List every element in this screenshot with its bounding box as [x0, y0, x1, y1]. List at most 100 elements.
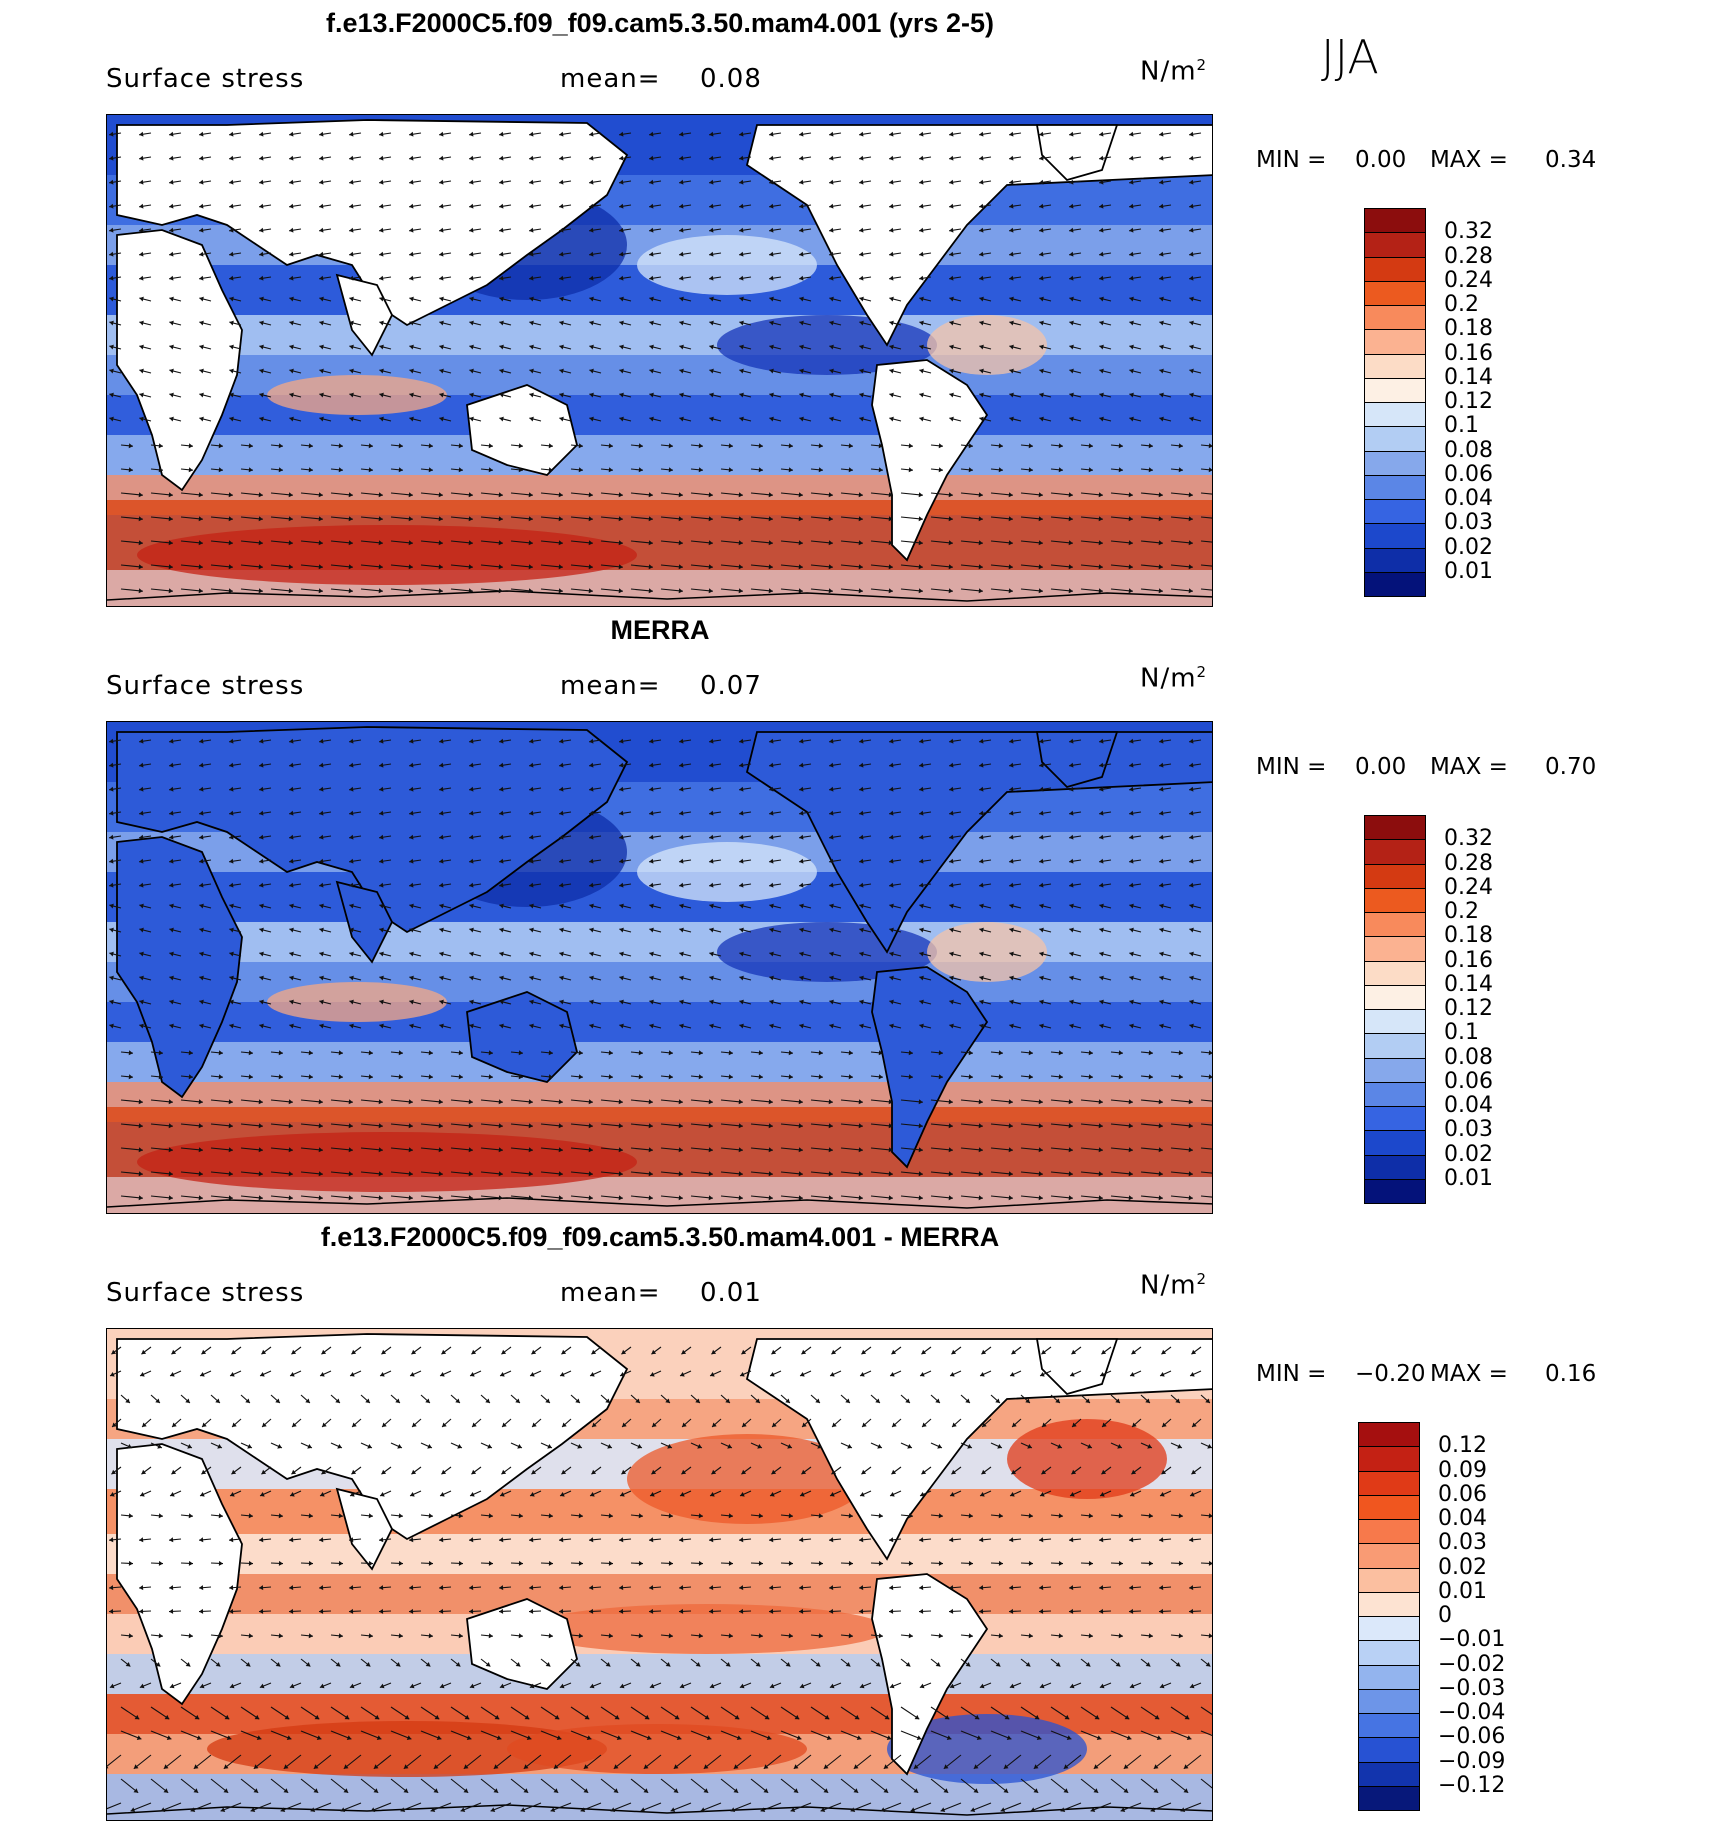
colorbar-swatch — [1358, 1616, 1420, 1642]
coastline — [116, 119, 629, 327]
colorbar-tick-label: 0.1 — [1444, 1020, 1479, 1046]
mean-value: 0.08 — [700, 64, 762, 94]
panel-title: f.e13.F2000C5.f09_f09.cam5.3.50.mam4.001… — [326, 8, 994, 38]
colorbar-swatch — [1358, 1640, 1420, 1666]
colorbar-tick-label: 0.02 — [1444, 1141, 1493, 1167]
min-value: 0.00 — [1355, 147, 1407, 173]
coastline — [1035, 124, 1119, 182]
colorbar-swatch — [1358, 1519, 1420, 1545]
coastline — [1035, 731, 1119, 789]
colorbar-swatch — [1364, 329, 1426, 355]
colorbar-swatch — [1364, 547, 1426, 573]
colorbar-tick-label: 0.28 — [1444, 243, 1493, 269]
colorbar-tick-label: 0.08 — [1444, 437, 1493, 463]
colorbar-swatch — [1364, 815, 1426, 841]
colorbar-tick-label: 0.24 — [1444, 874, 1493, 900]
colorbar-tick-label: −0.12 — [1438, 1772, 1506, 1798]
colorbar-swatch — [1364, 887, 1426, 913]
coastline — [335, 1487, 394, 1571]
coastline — [466, 991, 578, 1083]
map-field-svg — [107, 115, 1212, 606]
colorbar-swatch — [1364, 571, 1426, 597]
coastline — [745, 124, 1212, 347]
colorbar-tick-label: 0.32 — [1444, 826, 1493, 852]
colorbar-swatch — [1364, 1033, 1426, 1059]
colorbar-swatch — [1364, 984, 1426, 1010]
world-map — [106, 721, 1213, 1214]
colorbar-tick-label: −0.04 — [1438, 1700, 1506, 1725]
min-label: MIN = — [1256, 754, 1327, 780]
units-exponent: 2 — [1196, 663, 1208, 681]
colorbar-tick-label: 0.18 — [1444, 316, 1493, 342]
colorbar-tick-label: 0.12 — [1444, 996, 1493, 1021]
colorbar-tick-label: 0.03 — [1438, 1530, 1487, 1556]
colorbar-swatch — [1364, 426, 1426, 452]
units-label: N/m2 — [1140, 56, 1207, 87]
coastline — [116, 229, 243, 492]
colorbar-tick-label: 0.03 — [1444, 510, 1493, 536]
stress-vectors — [109, 738, 1212, 1201]
colorbar-tick-label: 0.06 — [1444, 1068, 1493, 1094]
colorbar-tick-label: 0.04 — [1444, 486, 1493, 511]
coastline — [116, 836, 243, 1099]
colorbar-tick-label: 0.06 — [1438, 1481, 1487, 1507]
colorbar-swatch — [1358, 1713, 1420, 1739]
colorbar-swatch — [1364, 450, 1426, 476]
max-label: MAX = — [1430, 1361, 1508, 1387]
colorbar-swatch — [1364, 1009, 1426, 1035]
colorbar-swatch — [1364, 960, 1426, 986]
colorbar-tick-label: 0.16 — [1444, 947, 1493, 973]
colorbar-tick-label: 0.04 — [1444, 1093, 1493, 1118]
coastline — [871, 359, 989, 562]
colorbar-swatch — [1364, 208, 1426, 234]
colorbar-tick-label: −0.02 — [1438, 1651, 1506, 1677]
colorbar-swatch — [1364, 305, 1426, 331]
colorbar-swatch — [1364, 1154, 1426, 1180]
colorbar-tick-label: −0.03 — [1438, 1675, 1506, 1701]
colorbar-swatch — [1364, 256, 1426, 282]
colorbar-swatch — [1358, 1470, 1420, 1496]
colorbar-swatch — [1364, 936, 1426, 962]
colorbar-tick-label: 0.09 — [1438, 1457, 1487, 1483]
mean-value: 0.01 — [700, 1278, 762, 1308]
panel-title: MERRA — [610, 615, 710, 645]
coastline — [335, 880, 394, 964]
panel-title: f.e13.F2000C5.f09_f09.cam5.3.50.mam4.001… — [320, 1222, 1000, 1252]
map-field-svg — [107, 1329, 1212, 1820]
world-map — [106, 1328, 1213, 1821]
mean-label: mean= — [560, 671, 661, 701]
max-value: 0.16 — [1545, 1361, 1597, 1387]
colorbar-swatch — [1364, 523, 1426, 549]
coastline — [1035, 1338, 1119, 1396]
colorbar-swatch — [1358, 1591, 1420, 1617]
field-label: Surface stress — [106, 64, 305, 94]
colorbar-tick-label: 0.12 — [1438, 1433, 1487, 1459]
colorbar-tick-label: 0.04 — [1438, 1506, 1487, 1531]
coastline — [745, 1338, 1212, 1561]
colorbar-swatch — [1358, 1567, 1420, 1593]
colorbar-swatch — [1364, 1130, 1426, 1156]
colorbar-tick-label: 0.01 — [1444, 1165, 1493, 1191]
colorbar-swatch — [1364, 839, 1426, 865]
colorbar-tick-label: 0.02 — [1444, 534, 1493, 560]
colorbar-swatch — [1358, 1664, 1420, 1690]
units-label: N/m2 — [1140, 663, 1207, 694]
colorbar-swatch — [1358, 1737, 1420, 1763]
colorbar-tick-label: 0.16 — [1444, 340, 1493, 366]
max-value: 0.70 — [1545, 754, 1597, 780]
map-field-svg — [107, 722, 1212, 1213]
colorbar-swatch — [1364, 1106, 1426, 1132]
colorbar-tick-label: 0.18 — [1444, 923, 1493, 949]
units-base: N/m — [1140, 56, 1197, 87]
mean-value: 0.07 — [700, 671, 762, 701]
stress-vectors — [107, 1346, 1212, 1813]
coastline — [116, 1443, 243, 1706]
colorbar-swatch — [1358, 1446, 1420, 1472]
coastline — [871, 1573, 989, 1776]
colorbar-swatch — [1364, 402, 1426, 428]
max-label: MAX = — [1430, 147, 1508, 173]
colorbar-tick-label: 0.08 — [1444, 1044, 1493, 1070]
units-exponent: 2 — [1196, 56, 1208, 74]
colorbar-swatch — [1358, 1422, 1420, 1448]
colorbar-swatch — [1364, 280, 1426, 306]
